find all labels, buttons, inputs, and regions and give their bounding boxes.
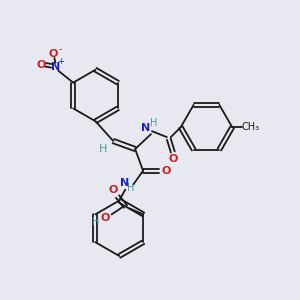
Text: O: O bbox=[101, 213, 110, 224]
Text: O: O bbox=[109, 184, 118, 195]
Text: H: H bbox=[99, 144, 108, 154]
Text: O: O bbox=[37, 60, 46, 70]
Text: O: O bbox=[49, 49, 58, 59]
Text: H: H bbox=[92, 217, 99, 227]
Text: H: H bbox=[150, 118, 158, 128]
Text: H: H bbox=[128, 183, 135, 193]
Text: +: + bbox=[57, 57, 64, 66]
Text: O: O bbox=[168, 154, 178, 164]
Text: N: N bbox=[120, 178, 129, 188]
Text: N: N bbox=[51, 62, 60, 72]
Text: N: N bbox=[141, 123, 151, 133]
Text: -: - bbox=[58, 44, 62, 54]
Text: O: O bbox=[161, 166, 170, 176]
Text: CH₃: CH₃ bbox=[241, 122, 259, 132]
